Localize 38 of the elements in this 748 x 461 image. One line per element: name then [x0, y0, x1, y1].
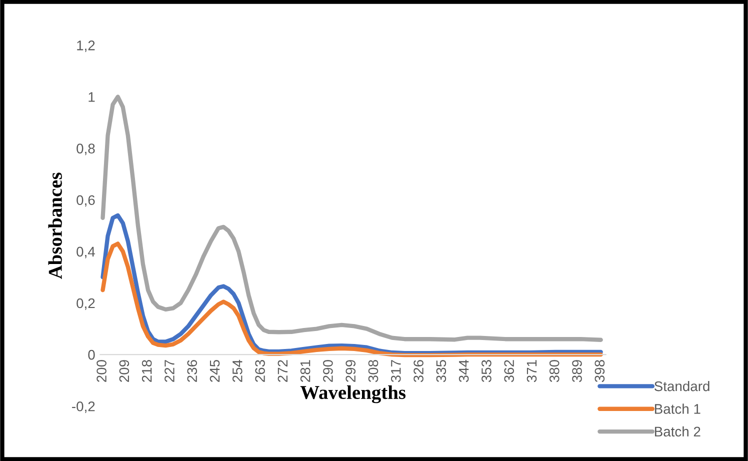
x-tick-label: 344	[458, 360, 469, 382]
x-tick-label: 308	[368, 360, 378, 382]
x-tick-label: 317	[390, 360, 401, 382]
y-axis-title: Absorbances	[48, 172, 62, 279]
x-tick-label: 371	[526, 360, 537, 382]
y-tick-label: 0	[88, 350, 95, 360]
y-tick-label: 0,2	[76, 298, 95, 310]
y-tick-label: 0,6	[76, 195, 95, 207]
legend-label: Batch 2	[654, 426, 700, 437]
x-tick-label: 398	[594, 360, 605, 382]
x-tick-label: 209	[119, 360, 130, 382]
line-series	[100, 94, 603, 342]
x-tick-label: 227	[164, 360, 174, 382]
x-tick-label: 272	[278, 360, 288, 382]
x-tick-label: 326	[414, 360, 424, 382]
legend-label: Batch 1	[654, 404, 700, 414]
y-tick-label: 0,4	[76, 246, 95, 258]
x-tick-label: 353	[482, 360, 492, 382]
legend-label: Standard	[654, 380, 710, 392]
y-tick-label: -0,2	[72, 401, 95, 413]
x-tick-label: 245	[210, 360, 220, 382]
x-tick-label: 218	[142, 360, 152, 382]
x-axis-title: Wavelengths	[300, 385, 406, 404]
x-tick-label: 281	[300, 360, 310, 382]
x-tick-label: 236	[187, 360, 198, 382]
y-tick-label: 1,2	[77, 40, 95, 52]
x-tick-label: 290	[323, 360, 333, 382]
y-tick-label: 0,8	[76, 144, 95, 156]
x-tick-label: 200	[96, 360, 106, 382]
x-tick-label: 380	[549, 360, 560, 382]
y-tick-label: 1	[88, 92, 95, 102]
x-tick-label: 254	[232, 360, 242, 382]
x-tick-label: 389	[572, 360, 582, 382]
x-tick-label: 362	[504, 360, 514, 382]
x-tick-label: 263	[255, 360, 265, 382]
line-series	[100, 242, 603, 358]
x-tick-label: 335	[436, 360, 446, 382]
x-tick-label: 299	[346, 360, 356, 382]
